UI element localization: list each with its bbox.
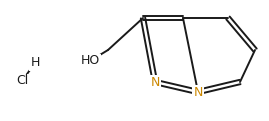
Text: Cl: Cl	[16, 75, 28, 87]
Text: N: N	[193, 86, 203, 98]
Text: HO: HO	[80, 54, 100, 68]
Text: H: H	[30, 57, 40, 69]
Text: N: N	[150, 76, 160, 88]
